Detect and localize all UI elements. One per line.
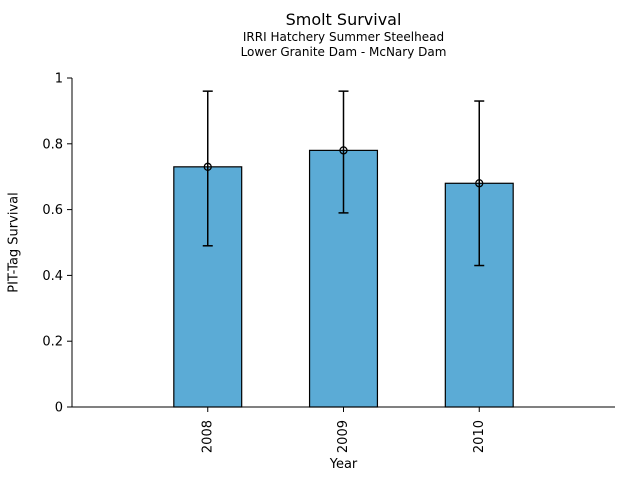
- y-tick-label-0.6: 0.6: [42, 203, 63, 218]
- y-tick-label-0.8: 0.8: [42, 137, 63, 152]
- point-marker-2010: [475, 179, 484, 188]
- y-tick-label-0.2: 0.2: [42, 335, 63, 350]
- chart-subtitle-line1: IRRI Hatchery Summer Steelhead: [242, 30, 445, 44]
- x-tick-label-2010: 2010: [472, 420, 487, 453]
- x-axis-label: Year: [329, 457, 358, 472]
- y-axis-label: PIT-Tag Survival: [6, 192, 22, 293]
- y-tick-label-1: 1: [55, 72, 63, 87]
- x-tick-label-2009: 2009: [336, 420, 351, 453]
- point-marker-2009: [339, 146, 348, 155]
- x-tick-label-2008: 2008: [200, 420, 215, 453]
- chart-subtitle-line2: Lower Granite Dam - McNary Dam: [240, 45, 447, 59]
- y-tick-label-0: 0: [55, 401, 63, 416]
- point-marker-2008: [203, 162, 212, 171]
- y-tick-label-0.4: 0.4: [42, 269, 63, 284]
- chart-title: Smolt Survival: [285, 10, 402, 29]
